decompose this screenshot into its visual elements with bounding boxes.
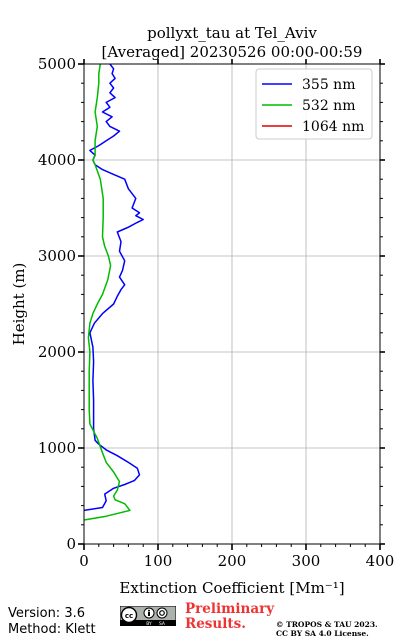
copyright-note: © TROPOS & TAU 2023. CC BY SA 4.0 Licens… [276, 620, 378, 638]
version-text: Version: 3.6 [8, 606, 85, 621]
legend-label: 1064 nm [302, 119, 364, 135]
legend: 355 nm 532 nm 1064 nm [255, 68, 373, 140]
y-tick-label: 1000 [38, 439, 76, 457]
cc-by-sa-icon: cc BY SA [119, 605, 177, 627]
x-tick-label: 300 [292, 552, 321, 570]
series-line-355-nm [84, 64, 144, 512]
legend-label: 532 nm [302, 98, 355, 114]
y-axis-label: Height (m) [10, 263, 28, 346]
preliminary-line-1: Preliminary [185, 601, 275, 617]
y-tick-label: 0 [66, 535, 76, 553]
x-tick-label: 200 [218, 552, 247, 570]
y-tick-label: 2000 [38, 343, 76, 361]
series-line-532-nm [84, 64, 131, 521]
y-tick-label: 3000 [38, 247, 76, 265]
chart-title: pollyxt_tau at Tel_Aviv [147, 24, 317, 42]
legend-label: 355 nm [302, 77, 355, 93]
copyright-line-1: © TROPOS & TAU 2023. [276, 620, 378, 629]
legend-box [255, 68, 373, 140]
extinction-profile-chart: pollyxt_tau at Tel_Aviv [Averaged] 20230… [10, 24, 394, 597]
y-tick-label: 4000 [38, 151, 76, 169]
x-tick-labels: 0 100 200 300 400 [79, 552, 394, 570]
axis-ticks [78, 59, 385, 550]
copyright-line-2: CC BY SA 4.0 License. [276, 629, 369, 638]
method-text: Method: Klett [8, 622, 96, 637]
x-axis-label: Extinction Coefficient [Mm⁻¹] [119, 579, 344, 597]
series-layer [84, 64, 144, 521]
x-tick-label: 100 [144, 552, 173, 570]
cc-sa-label: SA [159, 621, 166, 626]
x-tick-label: 400 [366, 552, 395, 570]
x-tick-label: 0 [79, 552, 89, 570]
cc-by-label: BY [146, 621, 152, 626]
y-tick-label: 5000 [38, 55, 76, 73]
preliminary-results-note: Preliminary Results. [185, 602, 274, 632]
y-tick-labels: 0 1000 2000 3000 4000 5000 [38, 55, 76, 553]
chart-subtitle: [Averaged] 20230526 00:00-00:59 [102, 43, 363, 61]
preliminary-line-2: Results. [185, 616, 246, 632]
svg-text:cc: cc [125, 612, 133, 620]
